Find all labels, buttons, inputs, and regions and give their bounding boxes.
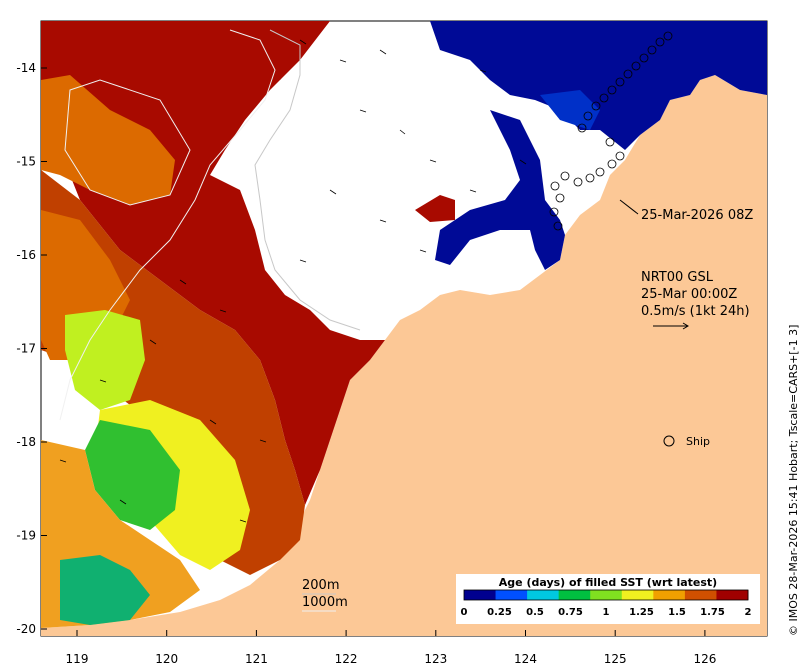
colorbar-segment <box>495 590 528 600</box>
vector-scale-arrow <box>653 322 689 330</box>
ship-track <box>549 31 673 231</box>
x-tick-label: 121 <box>245 652 268 666</box>
region-teal-green <box>60 555 150 625</box>
y-tick-label: -20 <box>16 622 36 636</box>
colorbar-tick-label: 1.75 <box>700 607 725 618</box>
x-tick-label: 125 <box>604 652 627 666</box>
colorbar-segment <box>684 590 717 600</box>
x-tick-label: 123 <box>424 652 447 666</box>
colorbar-segment <box>464 590 497 600</box>
colorbar-tick-label: 0.75 <box>558 607 583 618</box>
track-time-label: 25-Mar-2026 08Z <box>641 208 753 223</box>
colorbar-segments <box>464 590 749 600</box>
colorbar-frame <box>463 589 749 601</box>
colorbar-tick-label: 0.25 <box>487 607 512 618</box>
colorbar-segment <box>527 590 560 600</box>
colorbar-tick-label: 0 <box>461 607 468 618</box>
region-orange-northwest <box>41 75 175 205</box>
x-tick-label: 122 <box>335 652 358 666</box>
y-tick-label: -15 <box>16 155 36 169</box>
colorbar-segment <box>558 590 591 600</box>
region-dark-red-north <box>195 21 330 80</box>
region-blue <box>540 90 600 130</box>
contour-200m <box>254 29 361 331</box>
colorbar-tick-label: 1.25 <box>629 607 654 618</box>
current-vectors <box>59 39 527 523</box>
ship-label: Ship <box>686 435 710 448</box>
x-axis: 119 120 121 122 123 124 125 126 <box>66 630 716 666</box>
sst-age-field <box>41 21 767 636</box>
x-tick-label: 120 <box>155 652 178 666</box>
ship-marker <box>663 435 675 447</box>
region-green <box>85 420 180 530</box>
model-label-line2: 25-Mar 00:00Z <box>641 287 737 302</box>
colorbar-tick-label: 1.5 <box>668 607 686 618</box>
region-yellow-green <box>65 310 145 410</box>
credit-text: © IMOS 28-Mar-2026 15:41 Hobart; Tscale=… <box>787 325 800 636</box>
contour-1000m-loop <box>64 79 191 206</box>
contour-1000m <box>59 29 276 421</box>
track-leader-line <box>619 199 639 215</box>
colorbar-tick-label: 1 <box>603 607 610 618</box>
x-tick-label: 126 <box>693 652 716 666</box>
depth-200m-label: 200m <box>302 578 339 593</box>
y-axis: -14 -15 -16 -17 -18 -19 -20 <box>16 61 47 636</box>
colorbar-segment <box>590 590 623 600</box>
region-navy <box>430 21 767 150</box>
colorbar-segment <box>716 590 749 600</box>
x-tick-label: 124 <box>514 652 537 666</box>
y-tick-label: -16 <box>16 248 36 262</box>
region-dark-red-patch <box>415 195 455 222</box>
colorbar-tick-label: 0.5 <box>526 607 544 618</box>
colorbar-ticks: 0 0.25 0.5 0.75 1 1.25 1.5 1.75 2 <box>461 607 752 618</box>
depth-1000m-label: 1000m <box>302 595 348 610</box>
y-tick-label: -17 <box>16 342 36 356</box>
model-label-line1: NRT00 GSL <box>641 270 714 285</box>
land-mass <box>41 75 767 636</box>
region-navy-south <box>435 110 565 270</box>
colorbar-title: Age (days) of filled SST (wrt latest) <box>499 576 717 589</box>
y-tick-label: -18 <box>16 435 36 449</box>
colorbar-tick-label: 2 <box>745 607 752 618</box>
y-tick-label: -19 <box>16 529 36 543</box>
y-tick-label: -14 <box>16 61 36 75</box>
x-tick-label: 119 <box>66 652 89 666</box>
vector-scale-label: 0.5m/s (1kt 24h) <box>641 304 750 319</box>
colorbar-segment <box>653 590 686 600</box>
colorbar-segment <box>621 590 654 600</box>
